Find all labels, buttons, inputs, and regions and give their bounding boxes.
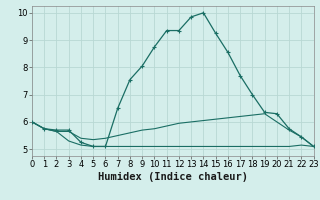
X-axis label: Humidex (Indice chaleur): Humidex (Indice chaleur): [98, 172, 248, 182]
